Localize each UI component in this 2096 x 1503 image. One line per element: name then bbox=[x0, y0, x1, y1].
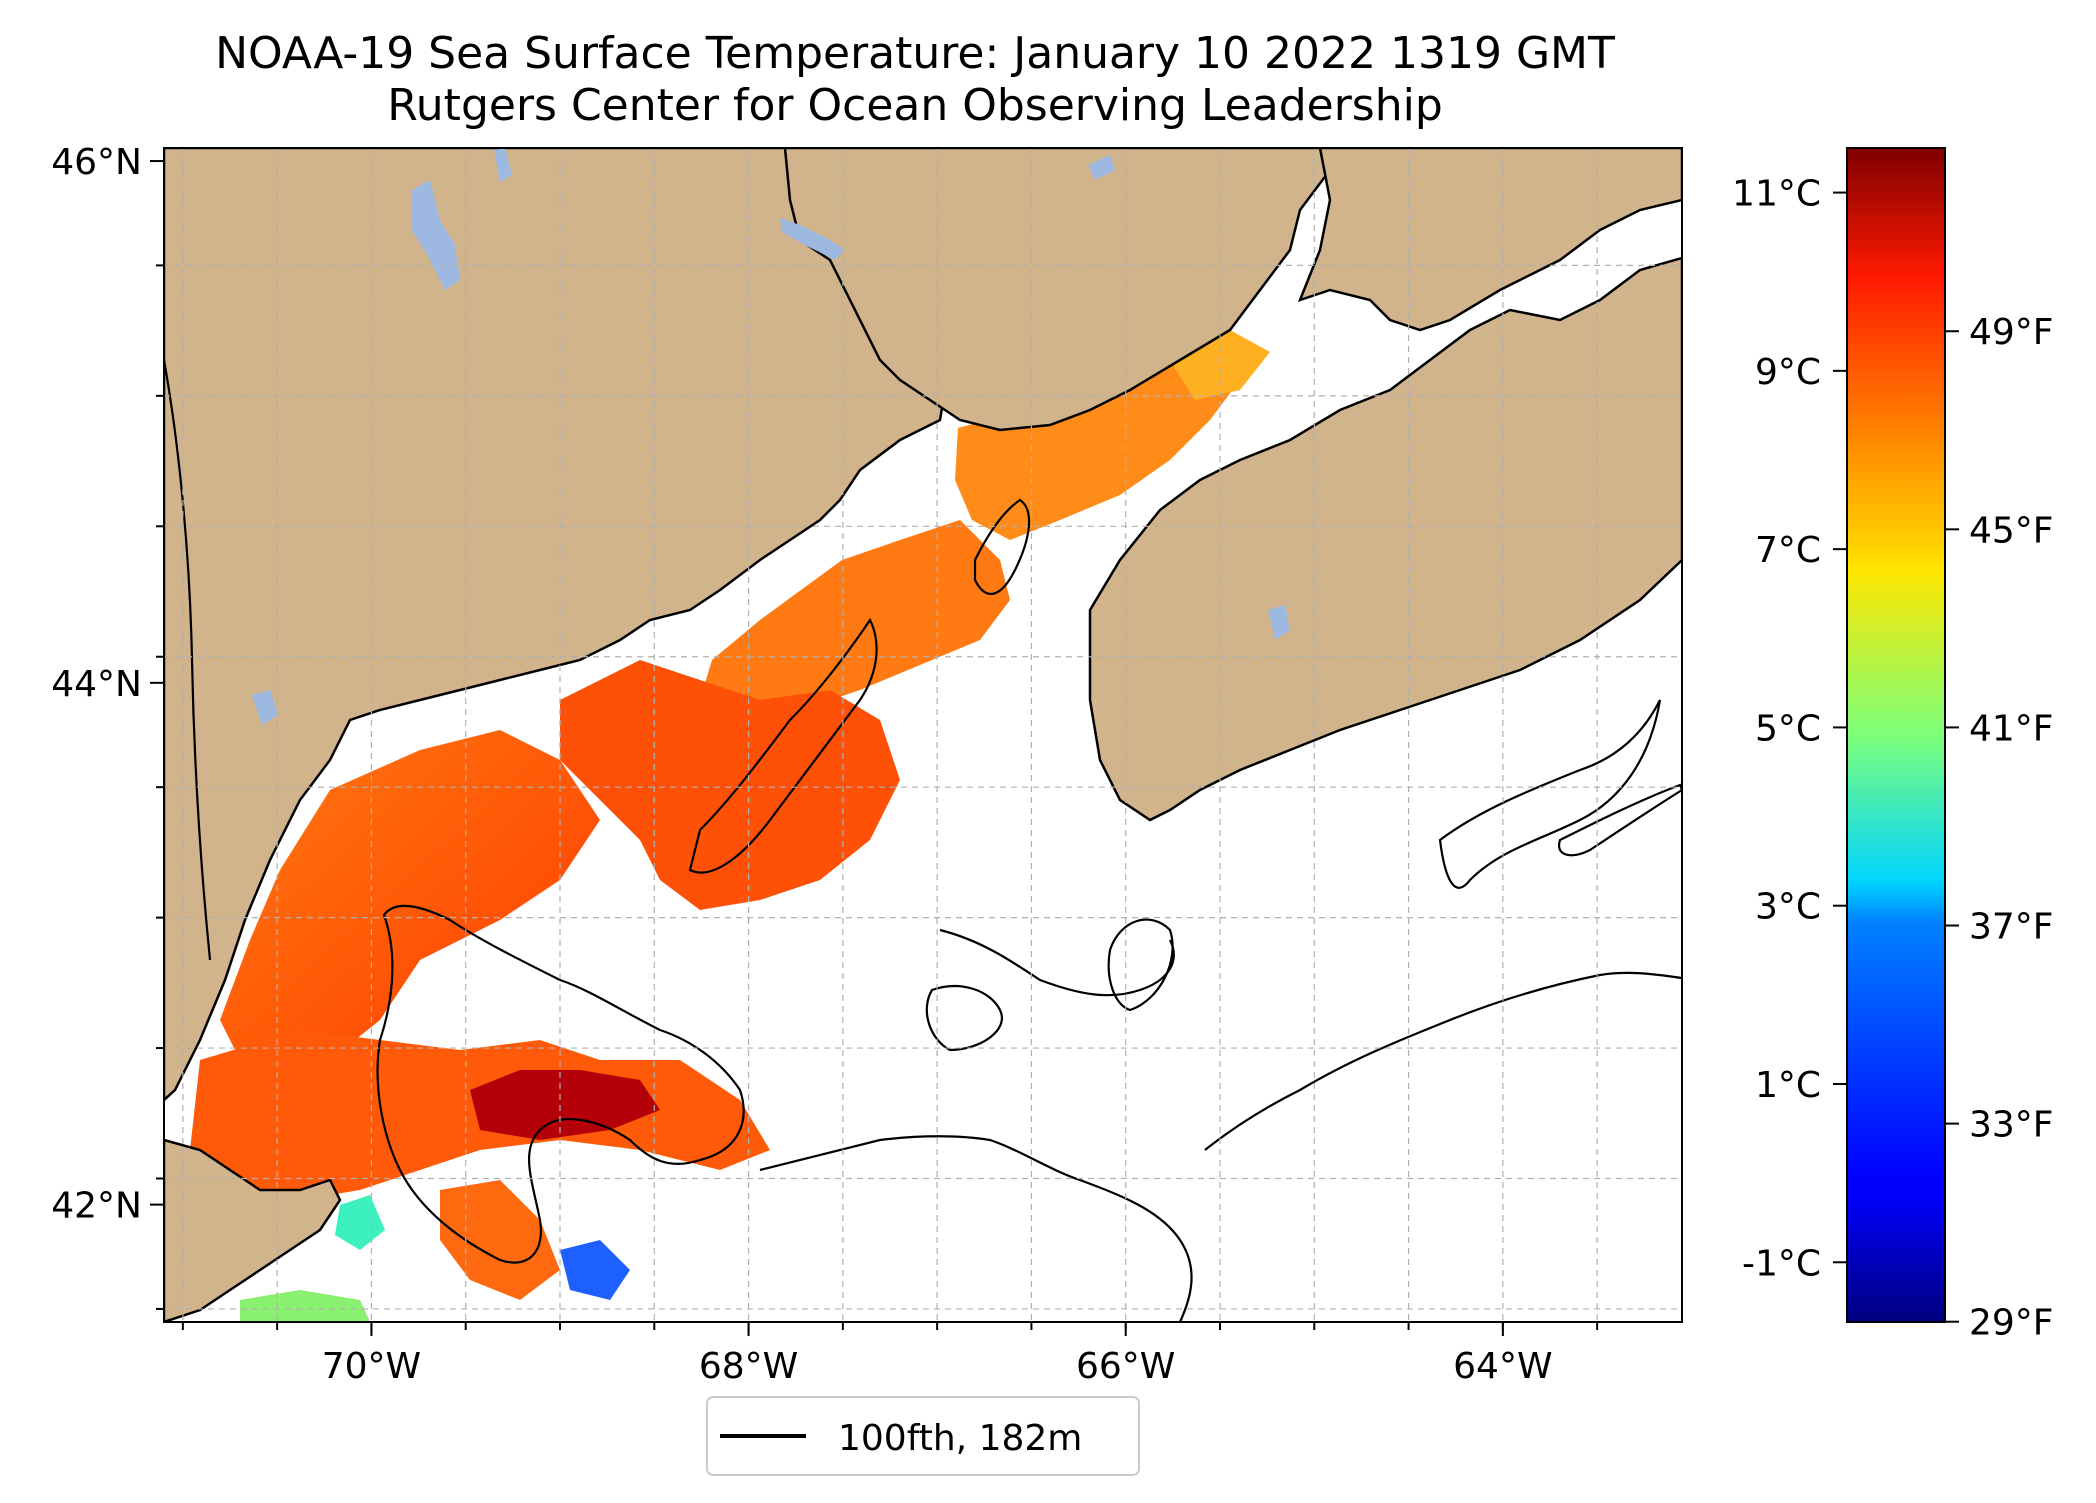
lon-tick-label: 70°W bbox=[322, 1346, 421, 1387]
isobath-scotian-basin bbox=[1438, 699, 1662, 889]
lat-tick-label: 44°N bbox=[51, 664, 142, 705]
colorbar-ticks: 11°C 9°C 7°C 5°C 3°C 1°C -1°C 49°F 45°F 41°F 37°F 3… bbox=[1732, 174, 2053, 1344]
lake-sebago bbox=[252, 690, 278, 725]
lon-tick-label: 66°W bbox=[1076, 1346, 1175, 1387]
lake-grand bbox=[1088, 155, 1115, 180]
sst-swath-gulf-maine-north bbox=[700, 520, 1010, 720]
land-new-brunswick bbox=[783, 148, 1332, 432]
sst-swath-gulf-maine-core bbox=[560, 660, 900, 910]
isobath-shelf-edge bbox=[759, 1135, 1193, 1322]
lat-tick-label: 46°N bbox=[51, 142, 142, 183]
land-pei-area bbox=[1297, 148, 1682, 332]
land-layer bbox=[164, 148, 1682, 1322]
celsius-tick-label: 5°C bbox=[1755, 708, 1821, 749]
celsius-tick-label: 9°C bbox=[1755, 352, 1821, 393]
sst-warm-core-georges bbox=[470, 1070, 660, 1140]
lake-moosehead bbox=[412, 180, 460, 290]
sst-cold-patch bbox=[560, 1240, 630, 1300]
fahrenheit-tick-label: 29°F bbox=[1969, 1303, 2054, 1344]
isobath-fundy-mouth bbox=[973, 498, 1031, 596]
map-title: NOAA-19 Sea Surface Temperature: January… bbox=[215, 28, 1615, 79]
celsius-tick-label: 7°C bbox=[1755, 530, 1821, 571]
map-frame bbox=[163, 147, 1683, 1323]
celsius-tick-label: -1°C bbox=[1742, 1243, 1821, 1284]
sst-data-layer bbox=[190, 330, 1270, 1322]
sst-patch-south bbox=[440, 1180, 560, 1300]
land-cape-cod bbox=[164, 1138, 342, 1322]
isobath-100fth bbox=[164, 359, 1682, 1322]
map-gridlines bbox=[164, 148, 1682, 1322]
land-nova-scotia bbox=[1088, 256, 1682, 822]
isobath-shelf-east bbox=[1204, 971, 1682, 1151]
legend: 100fth, 182m bbox=[706, 1396, 1140, 1476]
sst-cool-patch bbox=[335, 1195, 385, 1250]
legend-box bbox=[706, 1396, 1140, 1476]
celsius-tick-label: 1°C bbox=[1755, 1065, 1821, 1106]
fahrenheit-tick-label: 41°F bbox=[1969, 708, 2054, 749]
isobath-northeast-channel bbox=[925, 985, 1003, 1052]
sst-coastal-green bbox=[240, 1290, 370, 1322]
lon-tick-label: 64°W bbox=[1453, 1346, 1552, 1387]
legend-label: 100fth, 182m bbox=[838, 1418, 1082, 1459]
isobath-jordan-basin bbox=[688, 617, 878, 874]
map-content bbox=[164, 148, 1682, 1322]
lake-nb bbox=[780, 218, 845, 260]
isobath-western-rim bbox=[164, 359, 212, 961]
fahrenheit-tick-label: 45°F bbox=[1969, 510, 2054, 551]
celsius-tick-label: 3°C bbox=[1755, 887, 1821, 928]
isobath-gulf-shoal bbox=[1107, 918, 1174, 1012]
fahrenheit-tick-label: 49°F bbox=[1969, 312, 2054, 353]
lake-rossignol bbox=[1268, 605, 1290, 640]
lakes-layer bbox=[252, 148, 1290, 725]
isobath-emerald-basin bbox=[1557, 783, 1682, 857]
isobath-browns-bank bbox=[939, 928, 1175, 997]
celsius-tick-label: 11°C bbox=[1732, 174, 1821, 215]
lon-tick-label: 68°W bbox=[699, 1346, 798, 1387]
sst-swath-western-gulf bbox=[220, 730, 600, 1080]
lake-small-1 bbox=[494, 148, 512, 182]
lat-tick-label: 42°N bbox=[51, 1186, 142, 1227]
fahrenheit-tick-label: 33°F bbox=[1969, 1105, 2054, 1146]
map-subtitle: Rutgers Center for Ocean Observing Leade… bbox=[387, 80, 1443, 131]
colorbar bbox=[1846, 147, 1946, 1323]
fahrenheit-tick-label: 37°F bbox=[1969, 907, 2054, 948]
map-axes: 70°W 68°W 66°W 64°W 46°N 44°N 42°N bbox=[51, 142, 1599, 1387]
isobath-georges-basin bbox=[376, 904, 745, 1264]
